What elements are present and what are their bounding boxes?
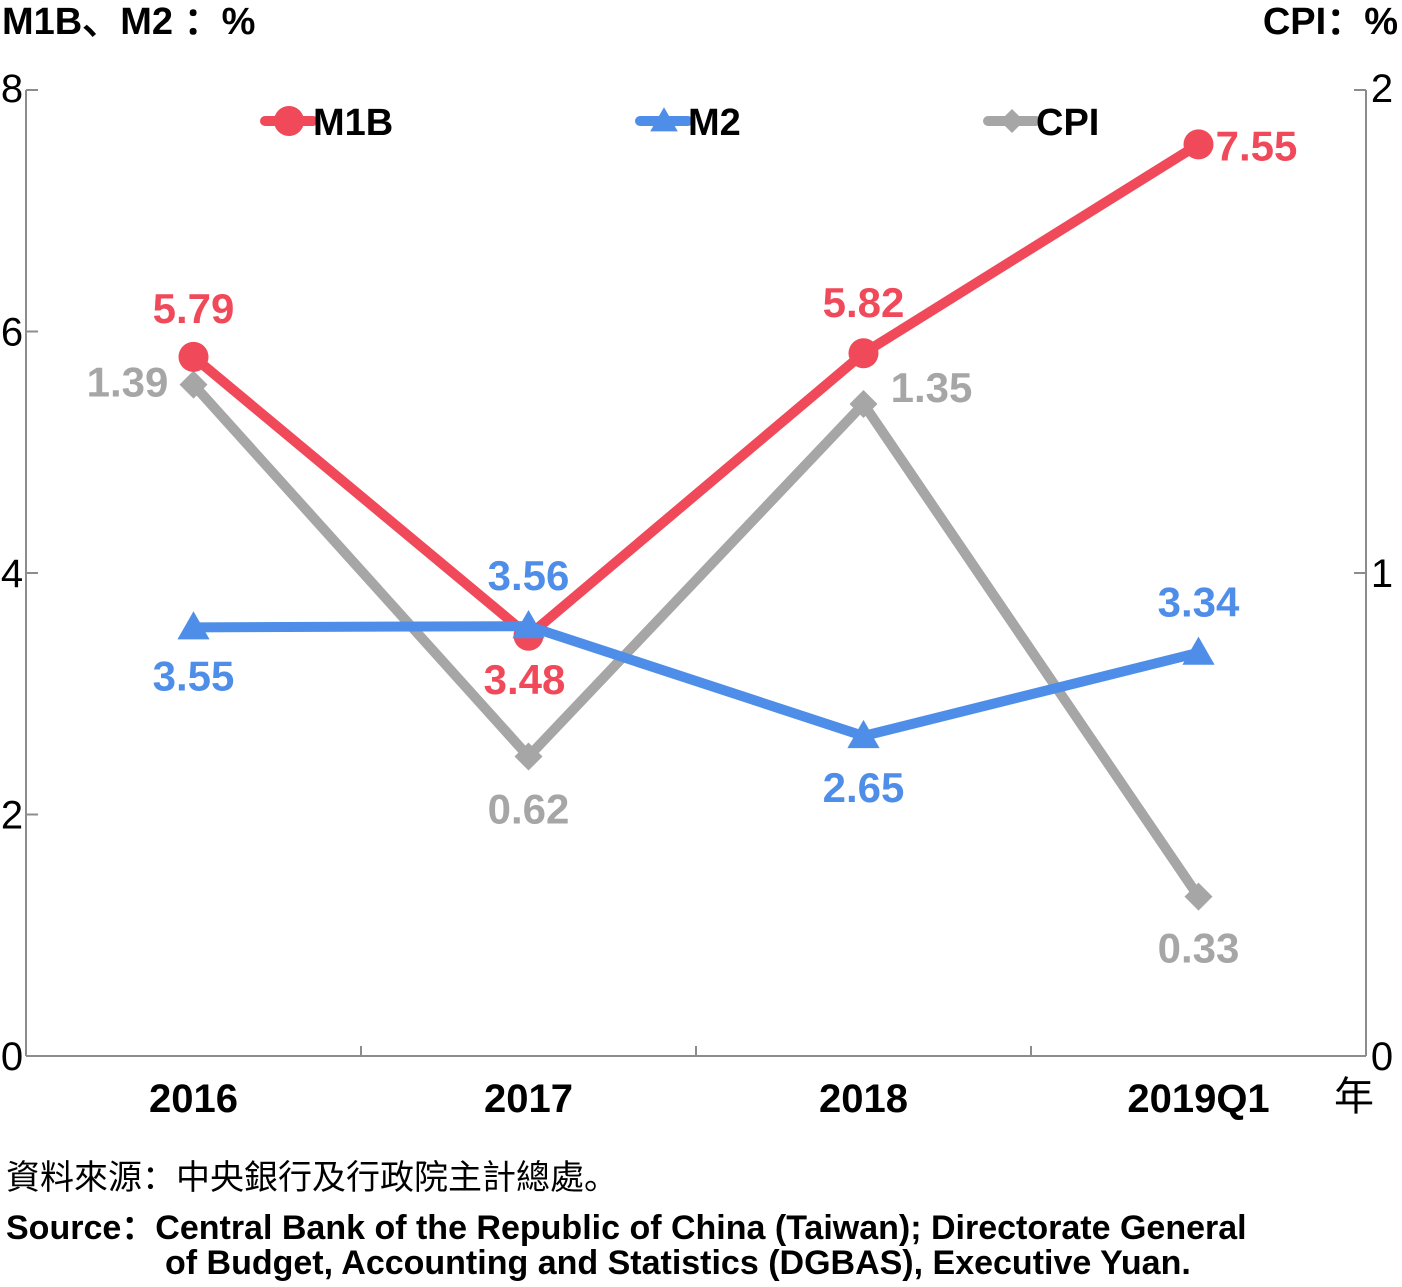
data-point-m2 xyxy=(512,610,545,639)
data-point-cpi xyxy=(1184,882,1213,911)
data-label-m2: 3.56 xyxy=(488,552,570,599)
left-y-tick-label: 0 xyxy=(1,1035,23,1079)
series-cpi xyxy=(179,370,1213,911)
right-y-tick-label: 1 xyxy=(1371,552,1393,596)
data-point-m1b xyxy=(848,338,879,369)
data-label-m1b: 7.55 xyxy=(1216,122,1298,169)
legend-item-m1b: M1B xyxy=(260,102,393,144)
series-m1b xyxy=(178,129,1214,651)
legend-item-cpi: CPI xyxy=(983,102,1099,144)
source-chinese: 資料來源：中央銀行及行政院主計總處。 xyxy=(6,1158,618,1198)
data-label-cpi: 0.33 xyxy=(1158,925,1240,972)
legend-label: M1B xyxy=(313,102,393,144)
data-point-m2 xyxy=(1182,636,1215,665)
data-label-m2: 2.65 xyxy=(823,764,905,811)
line-chart: M1B、M2 ：% CPI：% 0 2 4 6 8 0 1 2 2016 2017 2018 2019… xyxy=(1,1,1398,1121)
data-label-m1b: 5.82 xyxy=(823,279,905,326)
x-tick-label: 2017 xyxy=(484,1077,573,1121)
source-english-line1: Source：Central Bank of the Republic of C… xyxy=(6,1209,1247,1247)
left-y-tick-label: 8 xyxy=(1,67,23,111)
right-y-tick-label: 0 xyxy=(1371,1035,1393,1079)
legend-label: CPI xyxy=(1036,102,1099,144)
x-tick-label: 2018 xyxy=(819,1077,908,1121)
series-m2 xyxy=(177,610,1215,749)
data-point-cpi xyxy=(179,370,208,399)
right-axis-unit-label: CPI：% xyxy=(1263,1,1398,43)
data-point-m2 xyxy=(177,611,210,640)
data-label-cpi: 1.35 xyxy=(891,364,973,411)
source-english-line2: of Budget, Accounting and Statistics (DG… xyxy=(165,1244,1191,1282)
data-label-m1b: 5.79 xyxy=(153,285,235,332)
x-tick-label: 2019Q1 xyxy=(1127,1077,1269,1121)
data-label-m1b: 3.48 xyxy=(484,656,566,703)
data-label-m2: 3.34 xyxy=(1158,579,1240,626)
legend-item-m2: M2 xyxy=(635,102,741,144)
x-tick-label: 2016 xyxy=(149,1077,238,1121)
right-y-tick-label: 2 xyxy=(1371,67,1393,111)
legend-swatch-marker xyxy=(1000,109,1024,133)
left-y-tick-label: 2 xyxy=(1,794,23,838)
left-y-tick-label: 6 xyxy=(1,311,23,355)
left-y-tick-label: 4 xyxy=(1,552,23,596)
data-point-cpi xyxy=(514,742,543,771)
data-label-cpi: 0.62 xyxy=(488,786,570,833)
legend-label: M2 xyxy=(688,102,741,144)
axes: 0 2 4 6 8 0 1 2 2016 2017 2018 2019Q1 xyxy=(1,67,1393,1121)
legend: M1B M2 CPI xyxy=(260,102,1099,144)
series-layer xyxy=(177,129,1215,911)
data-label-cpi: 1.39 xyxy=(87,359,169,406)
x-axis-unit: 年 xyxy=(1334,1074,1374,1120)
legend-swatch-marker xyxy=(650,107,678,132)
series-line-m2 xyxy=(188,621,1204,742)
legend-swatch-marker xyxy=(274,106,304,136)
data-labels: 5.79 3.48 5.82 7.55 3.55 3.56 2.65 3.34 1.39 0.62… xyxy=(87,122,1298,971)
data-point-m1b xyxy=(178,341,209,372)
series-line-m1b xyxy=(188,139,1204,641)
data-label-m2: 3.55 xyxy=(153,652,235,699)
series-line-cpi xyxy=(188,379,1204,902)
data-point-cpi xyxy=(849,389,878,418)
left-axis-unit-label: M1B、M2 ：% xyxy=(2,1,255,43)
data-point-m1b xyxy=(1183,129,1214,160)
data-point-m2 xyxy=(847,719,880,749)
